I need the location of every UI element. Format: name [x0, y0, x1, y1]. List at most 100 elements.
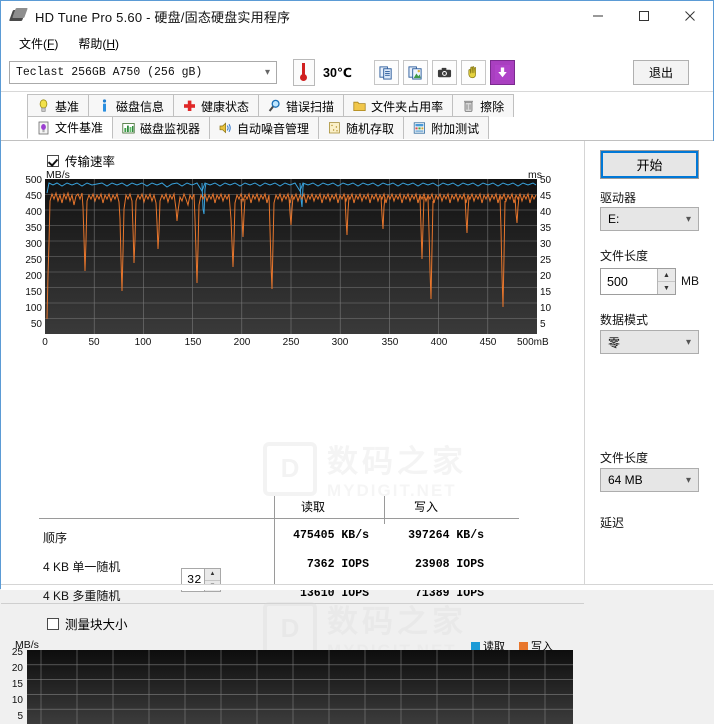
drive-select[interactable]: Teclast 256GB A750 (256 gB) ▾	[9, 61, 277, 84]
row-label-sequential: 顺序	[43, 531, 68, 545]
tab-bar: 基准 磁盘信息 健康状态 错误扫描	[1, 92, 713, 141]
tab-folder-usage[interactable]: 文件夹占用率	[343, 94, 454, 117]
block-size-checkbox[interactable]	[47, 617, 59, 630]
tab-random-access-label: 随机存取	[346, 121, 395, 136]
block-file-length-combo[interactable]: 64 MB ▾	[600, 468, 699, 492]
data-pattern-label: 数据模式	[600, 313, 649, 327]
x-tick: 450	[479, 337, 497, 348]
temperature-indicator: 30℃	[293, 59, 352, 86]
y-tick: 50	[30, 319, 42, 330]
trash-icon	[462, 99, 475, 113]
row-write-sequential: 397264 KB/s	[408, 529, 484, 542]
x-tick: 50	[88, 337, 100, 348]
drive-combo[interactable]: E: ▾	[600, 207, 699, 231]
y-tick: 400	[25, 207, 42, 218]
exit-button[interactable]: 退出	[633, 60, 689, 85]
file-length-unit: MB	[681, 274, 699, 288]
file-length-value[interactable]: 500	[607, 274, 628, 289]
tab-benchmark[interactable]: 基准	[27, 94, 90, 117]
y2c-tick: 5	[17, 711, 23, 722]
y2-tick: 20	[540, 271, 552, 282]
copy-icon[interactable]	[374, 60, 400, 85]
y-tick: 250	[25, 255, 42, 266]
x-tick: 0	[42, 337, 48, 348]
y-tick: 300	[25, 239, 42, 250]
cross-icon	[183, 99, 196, 113]
y2c-tick: 20	[11, 663, 23, 674]
random-icon	[328, 121, 341, 135]
toolbar: Teclast 256GB A750 (256 gB) ▾ 30℃	[1, 54, 713, 92]
tab-aam-label: 自动噪音管理	[237, 121, 310, 136]
transfer-rate-checkbox-row[interactable]: 传输速率	[47, 151, 115, 170]
y-tick: 500	[25, 175, 42, 186]
chevron-down-icon: ▾	[685, 336, 691, 348]
download-arrow-icon[interactable]	[490, 60, 516, 85]
data-pattern-combo[interactable]: 零 ▾	[600, 330, 699, 354]
start-button[interactable]: 开始	[600, 150, 699, 179]
stepper-up-icon[interactable]: ▲	[205, 569, 220, 581]
camera-icon[interactable]	[432, 60, 458, 85]
chevron-down-icon: ▾	[264, 67, 270, 78]
drive-label: 驱动器	[600, 191, 637, 205]
maximize-button[interactable]	[621, 1, 667, 32]
watermark: D 数码之家 MYDIGIT.NET	[263, 436, 467, 501]
data-pattern-value: 零	[608, 335, 621, 350]
x-tick: 250	[282, 337, 300, 348]
queue-depth-value[interactable]: 32	[187, 573, 202, 587]
tab-disk-info-label: 磁盘信息	[116, 99, 165, 114]
block-size-plot	[27, 650, 573, 724]
chevron-down-icon: ▾	[685, 474, 691, 486]
chart-y-axis-label: MB/s	[46, 169, 70, 181]
row-label-4kb-single: 4 KB 单一随机	[43, 560, 121, 574]
y-tick: 450	[25, 191, 42, 202]
calc-icon	[413, 121, 426, 135]
y2-tick: 40	[540, 207, 552, 218]
hd-tune-window: HD Tune Pro 5.60 - 硬盘/固态硬盘实用程序 文件(F) 帮助(…	[0, 0, 714, 589]
minimize-button[interactable]	[575, 1, 621, 32]
table-divider-2	[384, 496, 385, 524]
y2-tick: 5	[540, 319, 546, 330]
bulb-icon	[37, 99, 50, 113]
y2-tick: 25	[540, 255, 552, 266]
block-size-checkbox-row[interactable]: 测量块大小	[47, 614, 128, 633]
drive-select-value: Teclast 256GB A750 (256 gB)	[16, 66, 203, 79]
tab-aam[interactable]: 自动噪音管理	[209, 116, 320, 139]
info-icon	[98, 99, 111, 113]
row-write-4kb-single: 23908 IOPS	[414, 558, 484, 571]
tab-health[interactable]: 健康状态	[173, 94, 260, 117]
x-tick: 200	[233, 337, 251, 348]
menu-bar: 文件(F) 帮助(H)	[1, 32, 713, 54]
file-length-stepper[interactable]: 500 ▲ ▼	[600, 268, 676, 295]
copy-image-icon[interactable]	[403, 60, 429, 85]
y2c-tick: 15	[11, 679, 23, 690]
menu-help[interactable]: 帮助(H)	[78, 36, 120, 51]
drive-combo-value: E:	[608, 212, 620, 226]
watermark-en: MYDIGIT.NET	[327, 481, 457, 500]
speaker-icon	[219, 121, 232, 135]
tab-extra-tests[interactable]: 附加测试	[403, 116, 490, 139]
tab-error-scan[interactable]: 错误扫描	[258, 94, 345, 117]
file-length-arrows[interactable]: ▲ ▼	[657, 269, 675, 294]
close-button[interactable]	[667, 1, 713, 32]
block-file-length-value: 64 MB	[608, 473, 643, 487]
thermometer-icon	[293, 59, 315, 86]
y2-tick: 30	[540, 239, 552, 250]
tab-disk-info[interactable]: 磁盘信息	[88, 94, 175, 117]
tab-folder-usage-label: 文件夹占用率	[371, 99, 444, 114]
transfer-rate-checkbox[interactable]	[47, 154, 59, 167]
disk-platter-icon	[8, 7, 28, 25]
tab-erase[interactable]: 擦除	[452, 94, 515, 117]
x-tick: 400	[430, 337, 448, 348]
tab-random-access[interactable]: 随机存取	[318, 116, 405, 139]
hand-icon[interactable]	[461, 60, 487, 85]
tab-file-benchmark[interactable]: 文件基准	[27, 116, 114, 139]
watermark-2-logo: D	[263, 601, 317, 656]
menu-file[interactable]: 文件(F)	[19, 36, 59, 51]
temperature-value: 30℃	[323, 66, 353, 80]
start-button-label: 开始	[636, 158, 663, 173]
column-header-write: 写入	[414, 500, 439, 514]
tab-disk-monitor[interactable]: 磁盘监视器	[112, 116, 211, 139]
stepper-down-icon[interactable]: ▼	[663, 284, 670, 292]
stepper-up-icon[interactable]: ▲	[658, 269, 675, 282]
tab-health-label: 健康状态	[201, 99, 250, 114]
